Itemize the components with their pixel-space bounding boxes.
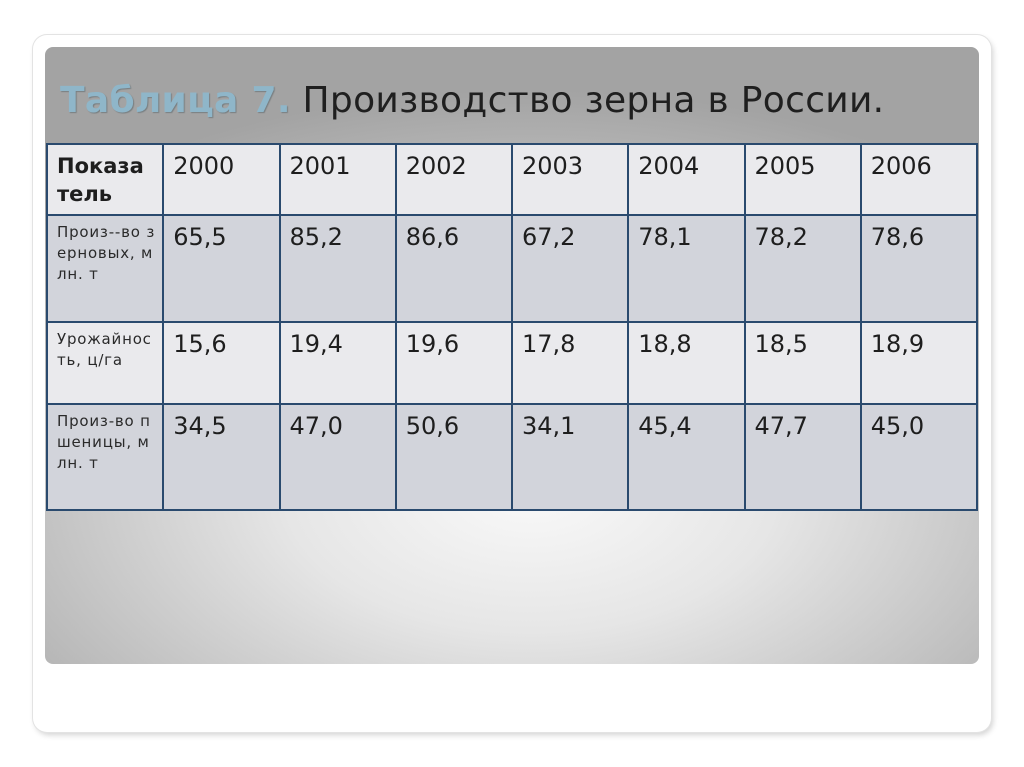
value-cell: 34,5	[162, 403, 281, 511]
table-number-label: Таблица 7.	[60, 80, 291, 121]
row-label-cell: Произ--во зерновых, млн. т	[45, 214, 165, 323]
year-header-cell: 2000	[162, 143, 281, 216]
corner-header-cell: Показатель	[45, 143, 165, 216]
slide-title: Таблица 7. Производство зерна в России.	[60, 76, 884, 126]
value-cell: 18,8	[627, 321, 746, 405]
value-cell: 34,1	[510, 403, 630, 511]
year-header-cell: 2001	[278, 143, 397, 216]
value-cell: 78,1	[627, 214, 746, 323]
value-cell: 50,6	[394, 403, 514, 511]
value-cell: 65,5	[162, 214, 281, 323]
value-cell: 67,2	[510, 214, 630, 323]
year-header-cell: 2003	[510, 143, 630, 216]
year-header-cell: 2004	[627, 143, 746, 216]
value-cell: 45,0	[859, 403, 979, 511]
table-row: Урожайность, ц/га 15,6 19,4 19,6 17,8 18…	[45, 321, 979, 405]
value-cell: 47,0	[278, 403, 397, 511]
value-cell: 85,2	[278, 214, 397, 323]
value-cell: 15,6	[162, 321, 281, 405]
table-caption: Производство зерна в России.	[290, 80, 885, 121]
value-cell: 78,2	[743, 214, 862, 323]
row-label-cell: Произ-во пшеницы, млн. т	[45, 403, 165, 511]
row-label-cell: Урожайность, ц/га	[45, 321, 165, 405]
year-header-cell: 2006	[859, 143, 979, 216]
value-cell: 45,4	[627, 403, 746, 511]
header-row: Показатель 2000 2001 2002 2003 2004 2005…	[45, 143, 979, 216]
value-cell: 86,6	[394, 214, 514, 323]
table-row: Произ-во пшеницы, млн. т 34,5 47,0 50,6 …	[45, 403, 979, 511]
value-cell: 18,5	[743, 321, 862, 405]
year-header-cell: 2002	[394, 143, 514, 216]
value-cell: 78,6	[859, 214, 979, 323]
value-cell: 19,4	[278, 321, 397, 405]
table-row: Произ--во зерновых, млн. т 65,5 85,2 86,…	[45, 214, 979, 323]
value-cell: 18,9	[859, 321, 979, 405]
value-cell: 19,6	[394, 321, 514, 405]
grain-production-table: Показатель 2000 2001 2002 2003 2004 2005…	[45, 143, 979, 511]
value-cell: 47,7	[743, 403, 862, 511]
year-header-cell: 2005	[743, 143, 862, 216]
value-cell: 17,8	[510, 321, 630, 405]
